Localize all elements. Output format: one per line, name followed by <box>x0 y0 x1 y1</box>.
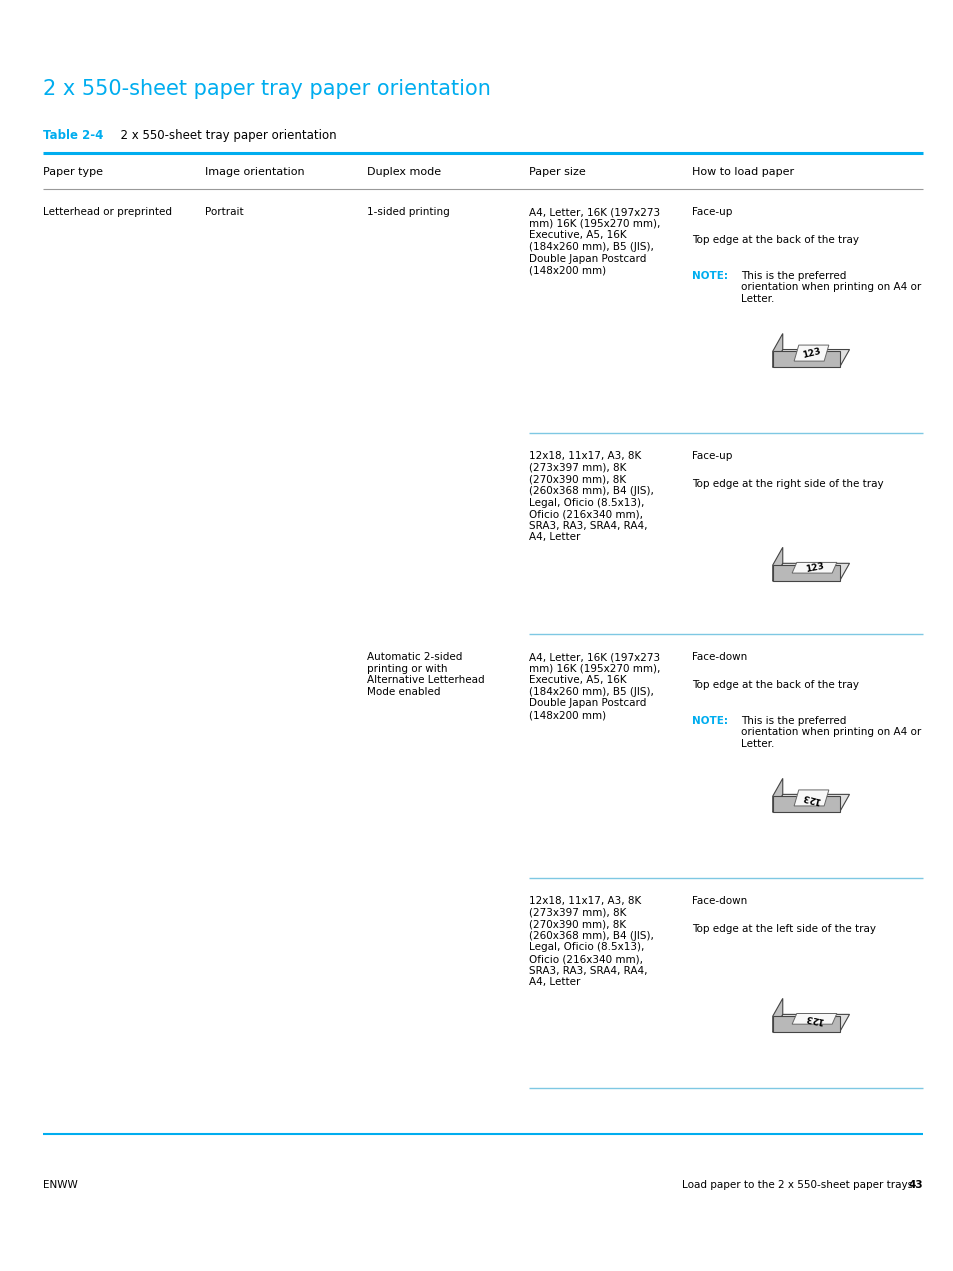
Text: Face-down: Face-down <box>691 652 746 662</box>
Text: Letterhead or preprinted: Letterhead or preprinted <box>43 207 172 217</box>
Text: NOTE:: NOTE: <box>691 271 727 281</box>
Text: 12x18, 11x17, A3, 8K
(273x397 mm), 8K
(270x390 mm), 8K
(260x368 mm), B4 (JIS),
L: 12x18, 11x17, A3, 8K (273x397 mm), 8K (2… <box>529 896 654 988</box>
Text: Load paper to the 2 x 550-sheet paper trays: Load paper to the 2 x 550-sheet paper tr… <box>681 1179 912 1190</box>
Text: ENWW: ENWW <box>43 1179 77 1190</box>
Polygon shape <box>772 548 781 581</box>
Polygon shape <box>772 333 781 367</box>
Polygon shape <box>772 563 848 581</box>
Text: Paper size: Paper size <box>529 167 585 177</box>
Polygon shape <box>772 566 839 581</box>
Polygon shape <box>772 1017 839 1032</box>
Text: 12x18, 11x17, A3, 8K
(273x397 mm), 8K
(270x390 mm), 8K
(260x368 mm), B4 (JIS),
L: 12x18, 11x17, A3, 8K (273x397 mm), 8K (2… <box>529 451 654 543</box>
Text: How to load paper: How to load paper <box>691 167 793 177</box>
Polygon shape <box>772 778 781 812</box>
Text: Face-down: Face-down <box>691 896 746 906</box>
Text: 2 x 550-sheet paper tray paper orientation: 2 x 550-sheet paper tray paper orientati… <box>43 79 490 99</box>
Polygon shape <box>772 999 781 1032</box>
Polygon shape <box>772 1014 848 1032</box>
Text: Top edge at the back of the tray: Top edge at the back of the tray <box>691 680 858 690</box>
Text: 1-sided printing: 1-sided printing <box>367 207 450 217</box>
Text: 123: 123 <box>803 562 823 574</box>
Polygon shape <box>791 562 836 573</box>
Text: NOTE:: NOTE: <box>691 716 727 726</box>
Text: Face-up: Face-up <box>691 207 731 217</box>
Text: Table 2-4: Table 2-4 <box>43 130 103 142</box>
Polygon shape <box>793 789 828 806</box>
Text: 2 x 550-sheet tray paper orientation: 2 x 550-sheet tray paper orientation <box>112 130 335 142</box>
Text: This is the preferred
orientation when printing on A4 or
Letter.: This is the preferred orientation when p… <box>740 271 921 304</box>
Text: Image orientation: Image orientation <box>205 167 304 177</box>
Polygon shape <box>791 1013 836 1024</box>
Polygon shape <box>772 351 839 367</box>
Polygon shape <box>772 794 848 812</box>
Text: Duplex mode: Duplex mode <box>367 167 441 177</box>
Text: 43: 43 <box>908 1179 923 1190</box>
Text: Paper type: Paper type <box>43 167 103 177</box>
Text: Portrait: Portrait <box>205 207 243 217</box>
Text: 123: 123 <box>801 347 821 360</box>
Text: Top edge at the right side of the tray: Top edge at the right side of the tray <box>691 479 882 489</box>
Text: Automatic 2-sided
printing or with
Alternative Letterhead
Mode enabled: Automatic 2-sided printing or with Alter… <box>367 652 484 697</box>
Polygon shape <box>772 350 848 367</box>
Text: Top edge at the back of the tray: Top edge at the back of the tray <box>691 235 858 245</box>
Text: A4, Letter, 16K (197x273
mm) 16K (195x270 mm),
Executive, A5, 16K
(184x260 mm), : A4, Letter, 16K (197x273 mm) 16K (195x27… <box>529 207 660 276</box>
Text: Top edge at the left side of the tray: Top edge at the left side of the tray <box>691 924 875 934</box>
Text: A4, Letter, 16K (197x273
mm) 16K (195x270 mm),
Executive, A5, 16K
(184x260 mm), : A4, Letter, 16K (197x273 mm) 16K (195x27… <box>529 652 660 721</box>
Text: This is the preferred
orientation when printing on A4 or
Letter.: This is the preferred orientation when p… <box>740 716 921 749</box>
Text: Face-up: Face-up <box>691 451 731 461</box>
Text: 123: 123 <box>801 792 821 805</box>
Text: 123: 123 <box>803 1013 823 1024</box>
Polygon shape <box>772 796 839 812</box>
Polygon shape <box>793 346 828 361</box>
